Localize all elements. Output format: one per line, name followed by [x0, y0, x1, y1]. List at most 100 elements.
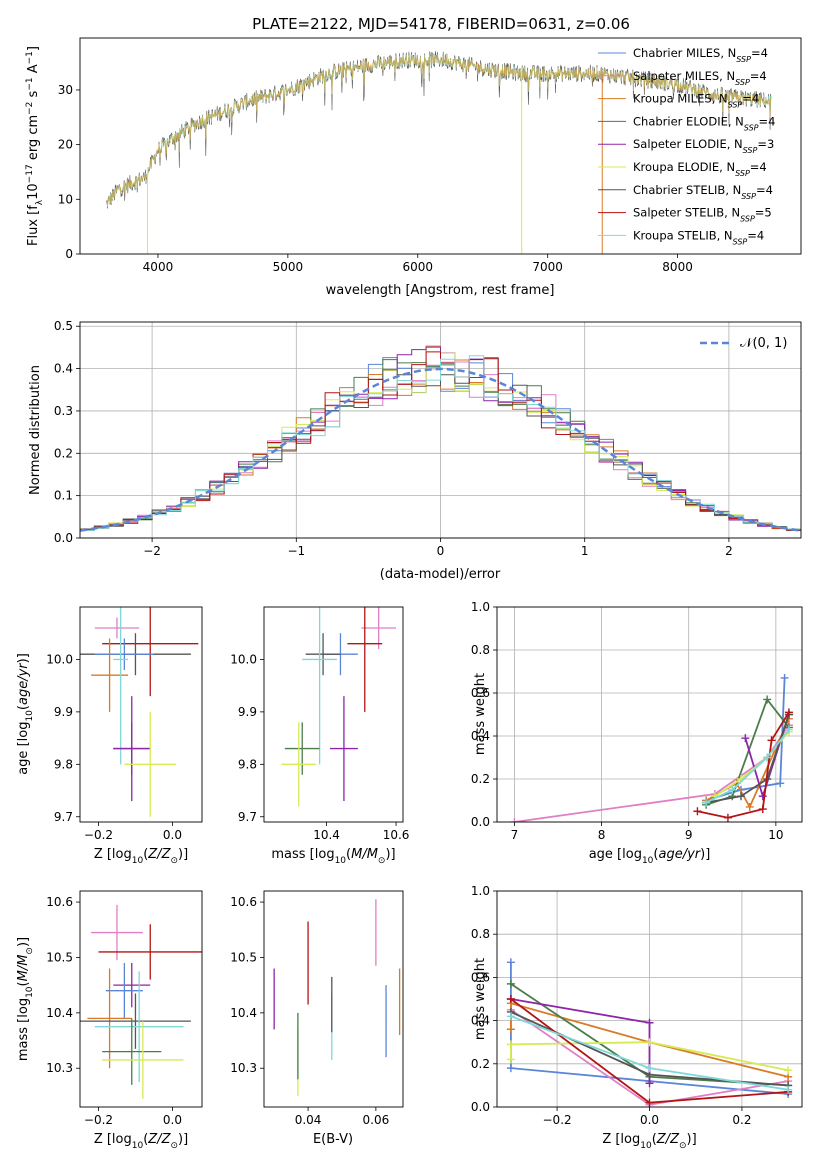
y-tick-label: 0.0: [471, 1100, 490, 1114]
plot-area: [506, 958, 793, 1107]
series-point: [776, 779, 785, 788]
spectrum-panel: 4000 5000 6000 7000 8000 0 10 20 30 wavelength [A…: [25, 37, 802, 298]
y-axis-label: mass weight: [473, 673, 488, 755]
legend-entry: Chabrier STELIB, NSSP=4: [633, 183, 773, 201]
x-tick-label: 9: [685, 828, 693, 842]
x-tick-label: −0.2: [84, 1113, 113, 1127]
series-line: [705, 728, 790, 804]
y-tick-label: 10.6: [230, 895, 257, 909]
y-axis-label: Flux [fλ10−17 erg cm−2 s−1 A−1]: [25, 46, 45, 246]
series-point: [767, 736, 776, 745]
series-point: [784, 725, 793, 734]
x-tick-label: 0.06: [363, 1113, 390, 1127]
x-tick-label: 0: [437, 544, 445, 558]
mass-weight-vs-metallicity-panel: −0.2 0.0 0.2 0.0 0.2 0.4 0.6 0.8 1.0 Z [log10(Z/Z…: [471, 884, 803, 1151]
y-tick-label: 10.0: [46, 652, 73, 666]
plot-area: [281, 607, 397, 807]
series-point: [784, 1085, 793, 1094]
y-tick-label: 9.9: [238, 705, 257, 719]
axes-frame: [496, 606, 803, 823]
series-point: [506, 1025, 515, 1034]
series-point: [780, 673, 789, 682]
x-tick-label: 1: [581, 544, 589, 558]
axes-frame: [79, 321, 802, 539]
legend-entry: Salpeter ELODIE, NSSP=3: [633, 137, 774, 155]
series-point: [723, 813, 732, 822]
y-tick-label: 9.9: [54, 705, 73, 719]
x-tick-label: 0.0: [163, 828, 182, 842]
x-tick-label: 10.4: [313, 828, 340, 842]
mass-vs-extinction-panel: 0.04 0.06 10.3 10.4 10.5 10.6 E(B-V): [230, 890, 404, 1147]
series-point: [506, 1064, 515, 1073]
y-axis-label: mass [log10(M/M⊙)]: [16, 937, 35, 1061]
normal-curve: [80, 367, 801, 532]
y-tick-label: 10.4: [230, 1006, 257, 1020]
plot-area: [105, 51, 772, 254]
plot-area: [80, 345, 801, 533]
y-tick-label: 10.4: [46, 1006, 73, 1020]
axes-frame: [496, 890, 803, 1108]
axes-frame: [79, 606, 203, 823]
axes-frame: [79, 37, 802, 255]
series-point: [784, 1066, 793, 1075]
series-point: [645, 1018, 654, 1027]
y-tick-label: 0.2: [471, 772, 490, 786]
legend-entry: Chabrier MILES, NSSP=4: [633, 46, 768, 64]
y-tick-label: 0.6: [471, 686, 490, 700]
x-tick-label: −0.2: [543, 1113, 572, 1127]
x-tick-label: 10: [768, 828, 783, 842]
y-tick-label: 0.5: [54, 319, 73, 333]
x-tick-label: 8: [598, 828, 606, 842]
y-tick-label: 9.8: [54, 757, 73, 771]
plot-area: [80, 607, 199, 817]
y-tick-label: 9.7: [238, 810, 257, 824]
series-point: [763, 695, 772, 704]
x-axis-label: Z [log10(Z/Z⊙)]: [602, 1132, 696, 1151]
y-tick-label: 0: [65, 247, 73, 261]
y-tick-label: 0.6: [471, 970, 490, 984]
series-point: [693, 807, 702, 816]
y-tick-label: 20: [58, 138, 73, 152]
legend-entry: Chabrier ELODIE, NSSP=4: [633, 114, 775, 131]
x-axis-label: mass [log10(M/M⊙)]: [271, 847, 395, 866]
y-axis-label: mass weight: [473, 958, 488, 1040]
x-axis-label: Z [log10(Z/Z⊙)]: [94, 1132, 188, 1151]
series-point: [506, 995, 515, 1003]
x-axis-label: wavelength [Angstrom, rest frame]: [326, 283, 555, 298]
legend: Chabrier MILES, NSSP=4 Salpeter MILES, NS…: [598, 46, 775, 246]
mass-weight-vs-age-panel: 7 8 9 10 0.0 0.2 0.4 0.6 0.8 1.0 age [log10(age/yr…: [471, 600, 803, 866]
axes-frame: [263, 890, 404, 1108]
mass-vs-metallicity-panel: −0.2 0.0 10.3 10.4 10.5 10.6 Z [log10(Z/Z⊙)] ma…: [16, 890, 203, 1151]
y-tick-label: 0.2: [471, 1057, 490, 1071]
series-point: [737, 792, 745, 801]
plot-area: [510, 673, 793, 822]
series-point: [510, 818, 519, 822]
figure-title: PLATE=2122, MJD=54178, FIBERID=0631, z=0…: [252, 15, 630, 33]
y-tick-label: 0.4: [471, 729, 490, 743]
y-tick-label: 0.3: [54, 404, 73, 418]
series-point: [758, 805, 767, 814]
y-axis-label: age [log10(age/yr)]: [16, 653, 35, 775]
y-tick-label: 10.5: [46, 950, 73, 964]
x-axis-label: Z [log10(Z/Z⊙)]: [94, 847, 188, 866]
series-point: [702, 798, 711, 807]
age-vs-mass-panel: 10.4 10.6 9.7 9.8 9.9 10.0 mass [log10(M/M⊙)]: [230, 606, 409, 866]
series-point: [745, 802, 754, 811]
residual-histogram-panel: −2 −1 0 1 2 0.0 0.1 0.2 0.3 0.4 0.5 𝒩(0, 1) (data-mo…: [28, 319, 802, 582]
axes-frame: [79, 890, 203, 1108]
y-tick-label: 0.4: [471, 1014, 490, 1028]
x-tick-label: 7: [511, 828, 519, 842]
legend-entry: Kroupa ELODIE, NSSP=4: [633, 160, 767, 178]
age-vs-metallicity-panel: −0.2 0.0 9.7 9.8 9.9 10.0 Z [log10(Z/Z⊙)] age […: [16, 606, 203, 866]
series-point: [645, 1064, 654, 1073]
y-tick-label: 10.3: [230, 1061, 257, 1075]
y-tick-label: 1.0: [471, 600, 490, 614]
y-tick-label: 10.0: [230, 652, 257, 666]
y-tick-label: 0.8: [471, 927, 490, 941]
x-tick-label: 8000: [662, 260, 693, 274]
x-tick-label: 4000: [143, 260, 174, 274]
series-point: [758, 792, 767, 801]
y-tick-label: 0.0: [54, 531, 73, 545]
series-point: [645, 1079, 654, 1088]
series-point: [506, 1055, 515, 1064]
